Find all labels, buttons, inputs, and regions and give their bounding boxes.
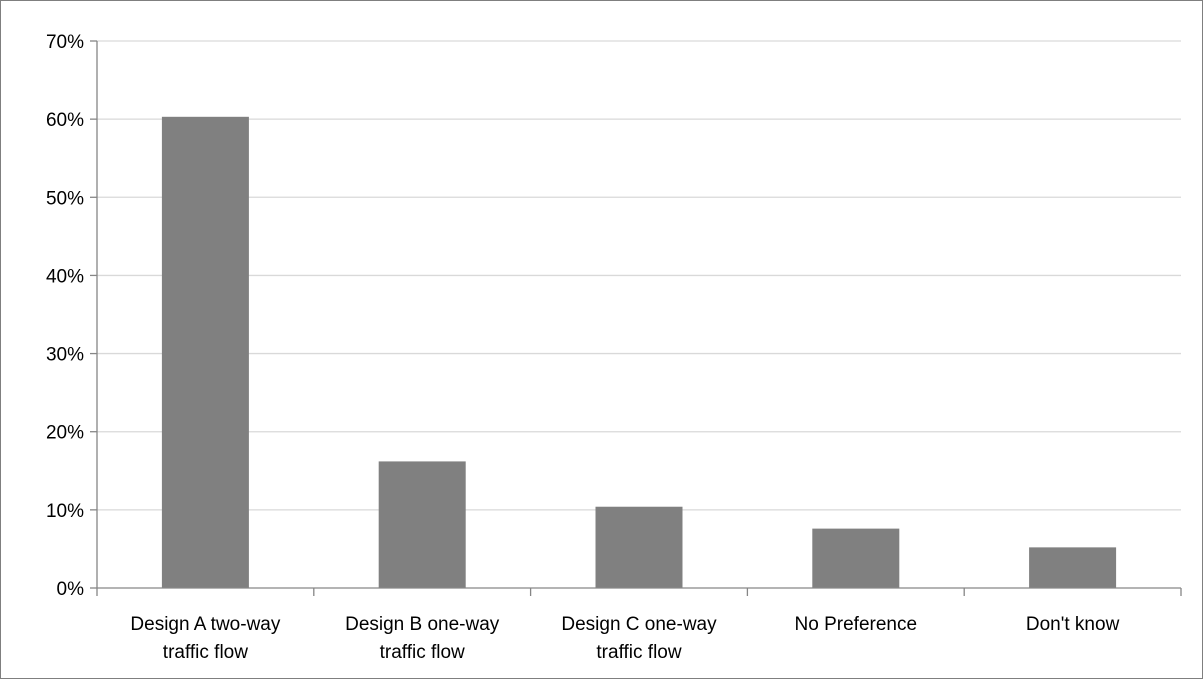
axes bbox=[90, 40, 1182, 596]
x-axis-category-labels: Design A two-way traffic flow Design B one… bbox=[130, 614, 1119, 663]
y-tick-label: 50% bbox=[46, 188, 84, 209]
y-tick-label: 10% bbox=[46, 501, 84, 522]
x-category-label: Don't know bbox=[1026, 614, 1120, 635]
bar bbox=[378, 461, 466, 588]
bar bbox=[812, 528, 900, 588]
gridlines bbox=[97, 40, 1181, 511]
bar bbox=[595, 506, 683, 588]
bar bbox=[1029, 547, 1117, 588]
x-category-label: Design A two-way traffic flow bbox=[130, 614, 280, 663]
y-axis-tick-labels: 0% 10% 20% 30% 40% 50% 60% 70% bbox=[46, 32, 84, 600]
bars bbox=[161, 116, 1117, 588]
y-tick-label: 40% bbox=[46, 266, 84, 287]
y-tick-label: 70% bbox=[46, 32, 84, 53]
x-category-label: Design C one-way traffic flow bbox=[561, 614, 717, 663]
y-tick-label: 60% bbox=[46, 110, 84, 131]
y-tick-label: 0% bbox=[57, 579, 85, 600]
x-category-label: No Preference bbox=[795, 614, 918, 635]
bar bbox=[161, 116, 249, 588]
y-tick-label: 30% bbox=[46, 345, 84, 366]
y-tick-label: 20% bbox=[46, 423, 84, 444]
x-category-label: Design B one-way traffic flow bbox=[345, 614, 500, 663]
